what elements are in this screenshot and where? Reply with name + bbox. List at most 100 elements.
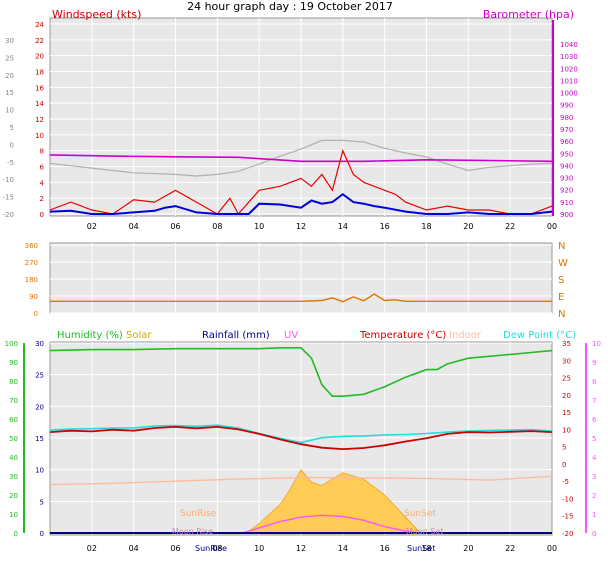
outer-tick-label: 0 (10, 141, 14, 149)
dew-point-line (49, 424, 553, 444)
baro-tick-label: 910 (560, 199, 573, 207)
wind-tick-label: 20 (35, 53, 44, 61)
baro-tick-label: 1010 (560, 77, 578, 85)
outer-tick-label: 5 (10, 124, 14, 132)
humidity-tick-label: 80 (9, 378, 18, 386)
outer-tick-label: -15 (3, 194, 14, 202)
temp-tick-label: 0 (562, 461, 566, 469)
sunset-time-marker: SunSet (407, 544, 435, 553)
moonset-annotation: Moon Set (406, 527, 443, 536)
x-tick-label: 12 (296, 222, 306, 231)
sunrise-annotation: SunRise (180, 509, 217, 519)
uv-tick-label: 8 (592, 378, 596, 386)
baro-tick-label: 1040 (560, 41, 578, 49)
wind-tick-label: 6 (40, 164, 45, 172)
compass-label: N (558, 309, 565, 320)
wind-tick-label: 18 (35, 69, 44, 77)
outer-tick-label: 25 (5, 54, 14, 62)
x-tick-label: 14 (338, 222, 348, 231)
outer-tick-label: -20 (3, 211, 14, 219)
temp-tick-label: 35 (562, 340, 571, 348)
humidity-tick-label: 50 (9, 435, 18, 443)
rain-tick-label: 10 (35, 467, 44, 475)
uv-tick-label: 4 (592, 454, 597, 462)
baro-tick-label: 990 (560, 102, 573, 110)
wind-tick-label: 4 (40, 179, 45, 187)
x-tick-label: 08 (212, 544, 222, 553)
baro-tick-label: 1030 (560, 53, 578, 61)
uv-tick-label: 0 (592, 530, 596, 538)
x-tick-label: 10 (254, 544, 264, 553)
compass-label: W (558, 258, 568, 269)
baro-tick-label: 930 (560, 175, 573, 183)
rain-tick-label: 0 (40, 530, 44, 538)
x-tick-label: 16 (380, 544, 390, 553)
compass-label: E (558, 292, 564, 303)
temp-tick-label: 10 (562, 426, 571, 434)
x-tick-label: 18 (421, 544, 431, 553)
humidity-tick-label: 70 (9, 397, 18, 405)
x-tick-label: 20 (463, 222, 473, 231)
x-tick-label: 08 (212, 222, 222, 231)
rain-tick-label: 30 (35, 340, 44, 348)
uv-tick-label: 7 (592, 397, 596, 405)
x-tick-label: 12 (296, 544, 306, 553)
humidity-tick-label: 20 (9, 492, 18, 500)
temp-tick-label: 20 (562, 392, 571, 400)
wind-tick-label: 24 (35, 21, 44, 29)
temp-tick-label: -5 (562, 478, 569, 486)
uv-tick-label: 3 (592, 473, 596, 481)
wind-tick-label: 14 (35, 100, 44, 108)
outer-tick-label: -5 (7, 159, 14, 167)
direction-tick-label: 0 (34, 310, 38, 318)
compass-label: N (558, 241, 565, 252)
humidity-tick-label: 90 (9, 359, 18, 367)
x-tick-label: 00 (547, 222, 557, 231)
baro-tick-label: 950 (560, 150, 573, 158)
direction-tick-label: 90 (29, 293, 38, 301)
grey-series-line (49, 139, 553, 177)
uv-tick-label: 9 (592, 359, 596, 367)
sunrise-time-marker: SunRise (195, 544, 227, 553)
humidity-tick-label: 100 (5, 340, 18, 348)
temperature-line (49, 425, 553, 451)
wind-tick-label: 16 (35, 84, 44, 92)
wind-average-line (49, 192, 553, 215)
legend-item: Solar (126, 330, 152, 341)
x-tick-label: 22 (505, 544, 515, 553)
uv-tick-label: 2 (592, 492, 596, 500)
outer-tick-label: 10 (5, 107, 14, 115)
x-tick-label: 06 (170, 222, 180, 231)
uv-tick-label: 10 (592, 340, 601, 348)
baro-tick-label: 1000 (560, 90, 578, 98)
uv-line (242, 514, 419, 534)
temp-tick-label: -15 (562, 513, 573, 521)
barometer-axis-label: Barometer (hpa) (483, 8, 574, 21)
legend-item: Indoor (449, 330, 482, 341)
solar-area (245, 468, 422, 534)
rain-tick-label: 20 (35, 403, 44, 411)
windspeed-axis-label: Windspeed (kts) (52, 8, 141, 21)
rain-tick-label: 5 (40, 498, 44, 506)
outer-tick-label: 20 (5, 72, 14, 80)
x-tick-label: 22 (505, 222, 515, 231)
wind-tick-label: 22 (35, 37, 44, 45)
baro-tick-label: 960 (560, 138, 573, 146)
humidity-tick-label: 60 (9, 416, 18, 424)
humidity-tick-label: 0 (14, 530, 18, 538)
baro-tick-label: 970 (560, 126, 573, 134)
baro-tick-label: 980 (560, 114, 573, 122)
direction-tick-label: 180 (25, 276, 38, 284)
legend-item: Humidity (%) (57, 330, 123, 341)
x-tick-label: 04 (129, 544, 139, 553)
legend-item: Dew Point (°C) (503, 330, 576, 341)
uv-tick-label: 6 (592, 416, 597, 424)
wind-tick-label: 2 (40, 195, 44, 203)
x-tick-label: 00 (547, 544, 557, 553)
direction-tick-label: 360 (25, 242, 38, 250)
legend-item: Temperature (°C) (359, 330, 446, 341)
baro-tick-label: 940 (560, 162, 573, 170)
x-tick-label: 10 (254, 222, 264, 231)
x-tick-label: 04 (129, 222, 139, 231)
